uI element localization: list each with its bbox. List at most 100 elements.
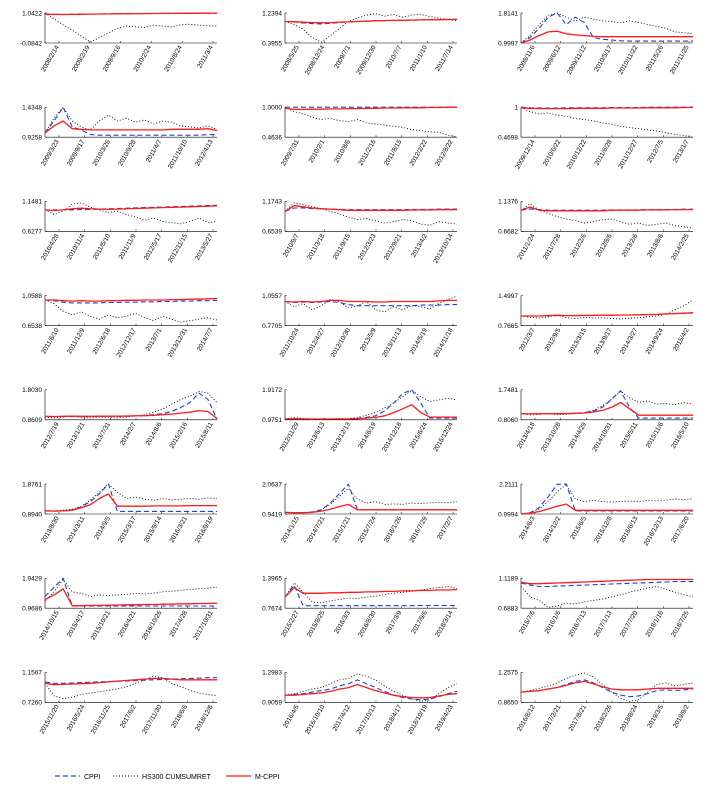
x-tick-label: 2016/1/26	[383, 515, 404, 544]
x-tick-label: 2011/10/10	[167, 138, 189, 170]
y-tick-label: 0.9997	[498, 40, 518, 47]
x-tick-label: 2016/11/25	[90, 704, 112, 736]
x-tick-label: 2012/2/6	[569, 233, 588, 259]
y-tick-label: 0.3955	[262, 40, 282, 47]
x-tick-label: 2015/12/8	[593, 515, 614, 544]
series-hs300	[44, 299, 218, 323]
series-hs300	[284, 202, 458, 226]
x-tick-label: 2012/7/19	[40, 421, 61, 450]
x-tick-label: 2016/3/3	[333, 609, 352, 635]
x-tick-label: 2010/8/24	[163, 44, 184, 73]
x-tick-label: 2010/7/7	[385, 44, 404, 70]
y-tick-label: 0.7705	[262, 323, 282, 330]
x-tick-label: 2015/1/21	[332, 515, 353, 544]
x-tick-label: 2017/6/20	[670, 515, 691, 544]
y-tick-label: 1.1567	[22, 670, 42, 677]
x-tick-label: 2008/12/24	[304, 44, 327, 76]
legend: CPPI HS300 CUMSUMRET M-CPPI	[55, 774, 280, 781]
x-tick-label: 2012/6/18	[92, 327, 113, 356]
series-cppi	[44, 299, 218, 304]
x-tick-label: 2018/4/17	[383, 704, 404, 733]
series-hs300	[520, 203, 694, 229]
x-tick-label: 2014/5/19	[409, 327, 430, 356]
x-tick-label: 2011/8/15	[383, 138, 403, 166]
x-tick-label: 2014/3/11	[66, 515, 86, 543]
x-tick-label: 2017/3/9	[385, 609, 404, 635]
x-tick-label: 2012/11/29	[279, 421, 301, 453]
x-tick-label: 2016/8/30	[357, 609, 378, 638]
x-tick-label: 2017/4/28	[169, 609, 190, 638]
x-tick-label: 2016/5/10	[670, 421, 691, 450]
series-mcppi	[284, 299, 457, 303]
x-tick-label: 2018/1/16	[645, 609, 666, 638]
x-tick-label: 2014/9/24	[645, 327, 666, 356]
x-tick-label: 2013/6/13	[306, 421, 327, 450]
y-tick-label: 1.8761	[22, 481, 42, 488]
x-tick-label: 2012/3/23	[357, 233, 378, 262]
series-hs300	[284, 389, 458, 420]
x-tick-label: 2016/12/13	[643, 515, 666, 547]
series-mcppi	[520, 401, 693, 416]
series-hs300	[44, 391, 218, 419]
x-tick-label: 2011/6/28	[593, 138, 613, 166]
x-tick-label: 2011/9/15	[332, 233, 352, 261]
x-tick-label: 2016/8/12	[516, 704, 537, 733]
x-tick-label: 2014/6/19	[357, 421, 378, 450]
x-tick-label: 2008/2/14	[40, 44, 61, 73]
series-cppi	[284, 18, 458, 25]
x-tick-label: 2019/4/23	[434, 704, 455, 733]
series-mcppi	[520, 503, 693, 515]
x-tick-label: 2009/6/12	[542, 44, 563, 73]
series-cppi	[520, 581, 693, 588]
series-cppi	[44, 106, 217, 136]
x-tick-label: 2017/10/13	[355, 704, 378, 736]
x-tick-label: 2016/10/10	[304, 704, 327, 736]
x-tick-label: 2012/11/15	[167, 233, 189, 265]
x-tick-label: 2010/2/24	[133, 44, 154, 73]
x-tick-label: 2018/3/14	[434, 609, 455, 638]
series-hs300	[45, 483, 218, 512]
x-tick-label: 2018/10/19	[407, 704, 430, 736]
x-tick-label: 2014/2/7	[119, 421, 138, 447]
series-mcppi	[284, 503, 457, 514]
x-tick-label: 2011/11/9	[118, 233, 138, 261]
series-cppi	[520, 483, 693, 515]
x-tick-label: 2015/10/21	[90, 609, 113, 641]
x-tick-label: 2011/3/18	[306, 233, 326, 261]
y-tick-label: 1.1376	[498, 199, 518, 206]
x-tick-label: 2015/4/17	[66, 609, 87, 638]
x-tick-label: 2012/10/30	[330, 327, 353, 359]
x-tick-label: 2017/8/21	[568, 704, 589, 733]
x-tick-label: 2014/4/29	[568, 421, 589, 450]
x-tick-label: 2009/7/31	[280, 138, 301, 167]
x-tick-label: 2010/6/22	[542, 138, 563, 167]
y-tick-label: 0.9686	[22, 606, 42, 613]
y-tick-label: 1.0422	[22, 10, 42, 17]
x-tick-label: 2013/8/30	[40, 515, 61, 544]
y-tick-label: 1.7481	[498, 387, 518, 394]
x-tick-label: 2016/9/19	[194, 515, 215, 544]
x-tick-label: 2010/8/6	[333, 138, 352, 164]
y-tick-label: 0.9059	[262, 700, 282, 707]
x-tick-label: 2013/10/28	[540, 421, 563, 453]
x-tick-label: 2009/9/16	[102, 44, 123, 73]
series-hs300	[520, 586, 694, 608]
x-tick-label: 2013/12/13	[330, 421, 353, 453]
y-tick-label: 0.8609	[22, 417, 42, 424]
x-tick-label: 2016/5/24	[66, 704, 87, 733]
y-tick-label: 1.1743	[262, 199, 282, 206]
x-tick-label: 2015/9/14	[143, 515, 164, 544]
series-mcppi	[44, 205, 218, 212]
y-tick-label: 1.1189	[499, 576, 519, 583]
